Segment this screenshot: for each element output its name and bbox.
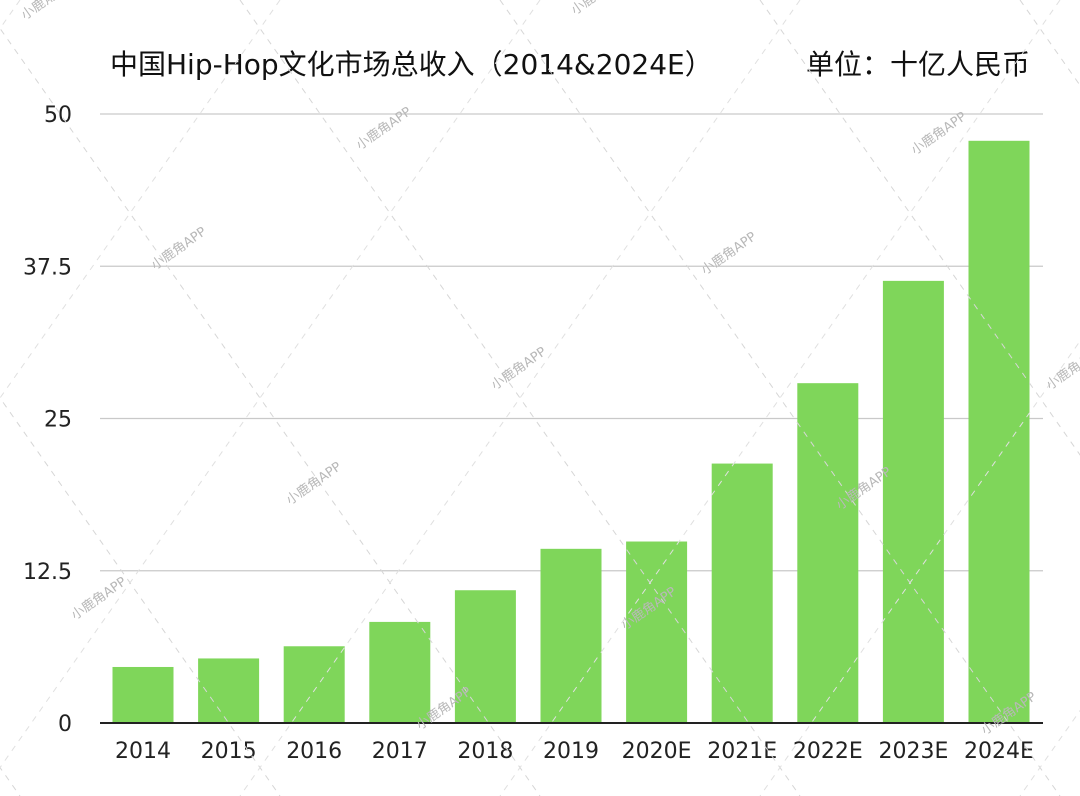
x-tick-label: 2014 bbox=[115, 739, 171, 764]
x-tick-label: 2019 bbox=[543, 739, 599, 764]
bar-2015 bbox=[198, 658, 260, 723]
x-tick-label: 2022E bbox=[793, 739, 863, 764]
bar-2021E bbox=[711, 463, 773, 723]
bar-2024E bbox=[968, 140, 1030, 723]
bars bbox=[112, 140, 1030, 723]
x-tick-label: 2015 bbox=[201, 739, 257, 764]
y-tick-label: 50 bbox=[44, 103, 72, 128]
x-tick-labels: 2014 2015 2016 2017 2018 2019 2020E 2021E 2022E 2… bbox=[115, 739, 1034, 764]
y-tick-label: 0 bbox=[58, 712, 72, 737]
x-tick-label: 2017 bbox=[372, 739, 428, 764]
watermark-text: 小鹿角APP bbox=[68, 574, 129, 624]
x-tick-label: 2021E bbox=[707, 739, 777, 764]
y-tick-label: 37.5 bbox=[23, 255, 72, 280]
watermark-line bbox=[0, 0, 21, 30]
chart-title: 中国Hip-Hop文化市场总收入（2014&2024E） bbox=[110, 48, 713, 81]
watermark-text: 小鹿角APP bbox=[1043, 344, 1080, 394]
unit-label: 单位：十亿人民币 bbox=[806, 48, 1030, 81]
x-tick-label: 2016 bbox=[286, 739, 342, 764]
bar-2016 bbox=[283, 646, 345, 723]
watermark-text: 小鹿角APP bbox=[908, 109, 969, 159]
bar-2018 bbox=[454, 590, 516, 723]
watermark-text: 小鹿角APP bbox=[353, 104, 414, 154]
y-tick-label: 12.5 bbox=[23, 560, 72, 585]
watermark-text: 小鹿角APP bbox=[18, 0, 79, 23]
watermark-text: 小鹿角APP bbox=[283, 459, 344, 509]
watermark-text: 小鹿角APP bbox=[568, 0, 629, 18]
x-tick-label: 2018 bbox=[457, 739, 513, 764]
y-tick-label: 25 bbox=[44, 408, 72, 433]
bar-2023E bbox=[882, 280, 944, 723]
watermark-text: 小鹿角APP bbox=[488, 344, 549, 394]
bar-2019 bbox=[540, 548, 602, 723]
watermark-text: 小鹿角APP bbox=[698, 229, 759, 279]
bar-2017 bbox=[369, 621, 431, 723]
x-tick-label: 2020E bbox=[622, 739, 692, 764]
bar-2020E bbox=[626, 541, 688, 723]
bar-2014 bbox=[112, 666, 174, 723]
y-tick-labels: 0 12.5 25 37.5 50 bbox=[23, 103, 72, 737]
x-tick-label: 2024E bbox=[964, 739, 1034, 764]
x-tick-label: 2023E bbox=[878, 739, 948, 764]
bar-2022E bbox=[797, 383, 859, 723]
watermark-line bbox=[0, 766, 21, 796]
